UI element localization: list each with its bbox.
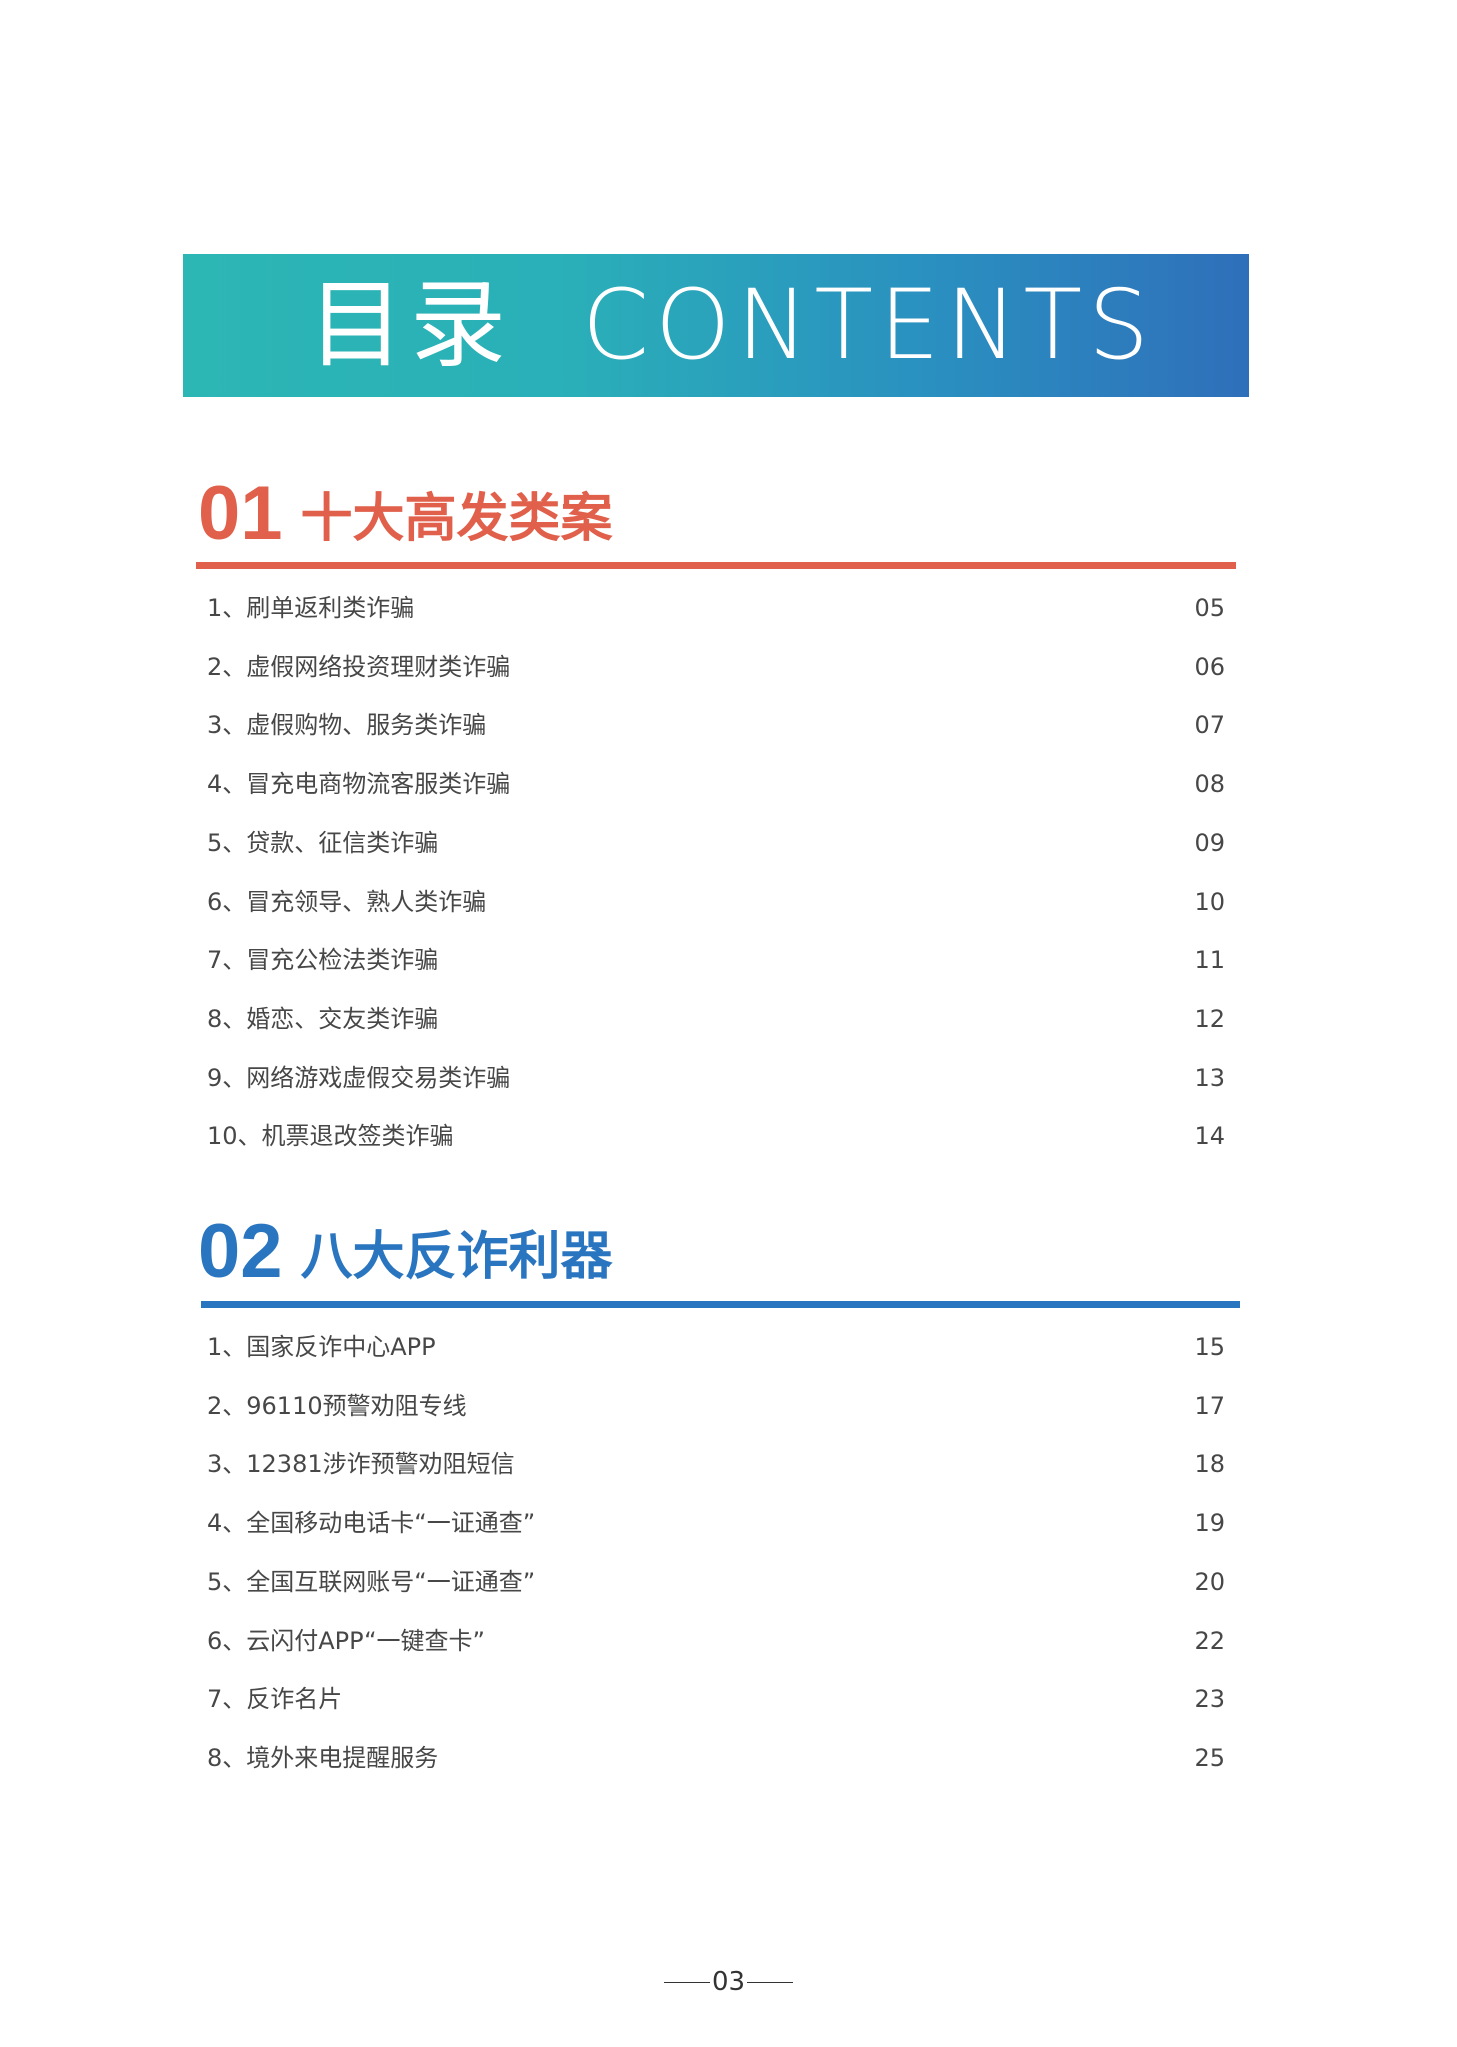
toc-entry[interactable]: 2、虚假网络投资理财类诈骗 06 [207, 652, 1225, 682]
toc-entry-label: 6、云闪付APP“一键查卡” [207, 1626, 485, 1655]
toc-entry-label: 2、虚假网络投资理财类诈骗 [207, 652, 511, 681]
toc-entry-page: 06 [1194, 652, 1225, 681]
toc-entry[interactable]: 8、婚恋、交友类诈骗 12 [207, 1004, 1225, 1034]
toc-entry-label: 7、反诈名片 [207, 1685, 343, 1714]
toc-entry-label: 3、虚假购物、服务类诈骗 [207, 711, 487, 740]
toc-entry[interactable]: 8、境外来电提醒服务 25 [207, 1743, 1225, 1773]
toc-entry-label: 9、网络游戏虚假交易类诈骗 [207, 1063, 511, 1092]
section-1-divider [196, 562, 1236, 569]
toc-entry-page: 05 [1194, 594, 1225, 622]
toc-entry-label: 4、冒充电商物流客服类诈骗 [207, 770, 511, 799]
toc-entry[interactable]: 5、贷款、征信类诈骗 09 [207, 828, 1225, 858]
toc-entry-page: 10 [1194, 887, 1225, 916]
toc-entry[interactable]: 4、冒充电商物流客服类诈骗 08 [207, 769, 1225, 799]
toc-entry-page: 22 [1194, 1626, 1225, 1655]
section-number: 01 [198, 471, 283, 556]
toc-entry-label: 5、全国互联网账号“一证通查” [207, 1567, 536, 1596]
toc-entry-page: 25 [1194, 1743, 1225, 1772]
toc-entry[interactable]: 4、全国移动电话卡“一证通查” 19 [207, 1508, 1225, 1538]
toc-entry-label: 8、婚恋、交友类诈骗 [207, 1004, 439, 1033]
toc-entry-page: 23 [1194, 1685, 1225, 1714]
toc-entry-label: 6、冒充领导、熟人类诈骗 [207, 887, 487, 916]
toc-entry[interactable]: 5、全国互联网账号“一证通查” 20 [207, 1567, 1225, 1597]
banner-title-en: CONTENTS [582, 269, 1156, 381]
toc-entry[interactable]: 3、12381涉诈预警劝阻短信 18 [207, 1449, 1225, 1479]
section-title: 十大高发类案 [300, 488, 613, 549]
section-number: 02 [198, 1209, 283, 1294]
toc-entry[interactable]: 6、云闪付APP“一键查卡” 22 [207, 1626, 1225, 1656]
contents-banner: 目录 CONTENTS [183, 254, 1249, 397]
toc-entry-page: 08 [1194, 770, 1225, 799]
banner-title-cn: 目录 [308, 269, 512, 381]
toc-entry-page: 17 [1194, 1391, 1225, 1420]
toc-entry-label: 7、冒充公检法类诈骗 [207, 946, 439, 975]
toc-entry-page: 19 [1194, 1509, 1225, 1538]
toc-entry-label: 4、全国移动电话卡“一证通查” [207, 1509, 536, 1538]
section-1-heading: 01 十大高发类案 [198, 470, 613, 557]
toc-entry[interactable]: 7、冒充公检法类诈骗 11 [207, 945, 1225, 975]
toc-entry-label: 1、国家反诈中心APP [207, 1333, 436, 1361]
toc-entry-page: 15 [1194, 1333, 1225, 1361]
toc-entry-label: 2、96110预警劝阻专线 [207, 1391, 467, 1420]
toc-entry-label: 1、刷单返利类诈骗 [207, 594, 415, 622]
section-2-divider [201, 1301, 1240, 1308]
toc-entry-label: 5、贷款、征信类诈骗 [207, 828, 439, 857]
toc-entry-page: 13 [1194, 1063, 1225, 1092]
toc-entry[interactable]: 10、机票退改签类诈骗 14 [207, 1121, 1225, 1151]
toc-entry[interactable]: 6、冒充领导、熟人类诈骗 10 [207, 887, 1225, 917]
toc-entry-page: 09 [1194, 828, 1225, 857]
toc-entry[interactable]: 1、国家反诈中心APP 15 [207, 1332, 1225, 1362]
section-title: 八大反诈利器 [300, 1226, 613, 1287]
toc-entry[interactable]: 1、刷单返利类诈骗 05 [207, 593, 1225, 623]
toc-entry-page: 14 [1194, 1122, 1225, 1151]
toc-entry-page: 11 [1194, 946, 1225, 975]
toc-entry-page: 07 [1194, 711, 1225, 740]
toc-entry-label: 8、境外来电提醒服务 [207, 1743, 439, 1772]
toc-entry-label: 10、机票退改签类诈骗 [207, 1122, 454, 1151]
toc-entry-page: 20 [1194, 1567, 1225, 1596]
section-2-heading: 02 八大反诈利器 [198, 1208, 613, 1295]
banner-title: 目录 CONTENTS [308, 254, 1155, 397]
toc-entry-page: 18 [1194, 1450, 1225, 1479]
toc-entry[interactable]: 3、虚假购物、服务类诈骗 07 [207, 710, 1225, 740]
toc-entry[interactable]: 9、网络游戏虚假交易类诈骗 13 [207, 1063, 1225, 1093]
toc-entry-page: 12 [1194, 1004, 1225, 1033]
toc-entry[interactable]: 2、96110预警劝阻专线 17 [207, 1391, 1225, 1421]
toc-entry-label: 3、12381涉诈预警劝阻短信 [207, 1450, 515, 1479]
page-footer: 03 [0, 1967, 1457, 1997]
toc-entry[interactable]: 7、反诈名片 23 [207, 1684, 1225, 1714]
page-number: 03 [711, 1967, 746, 1997]
